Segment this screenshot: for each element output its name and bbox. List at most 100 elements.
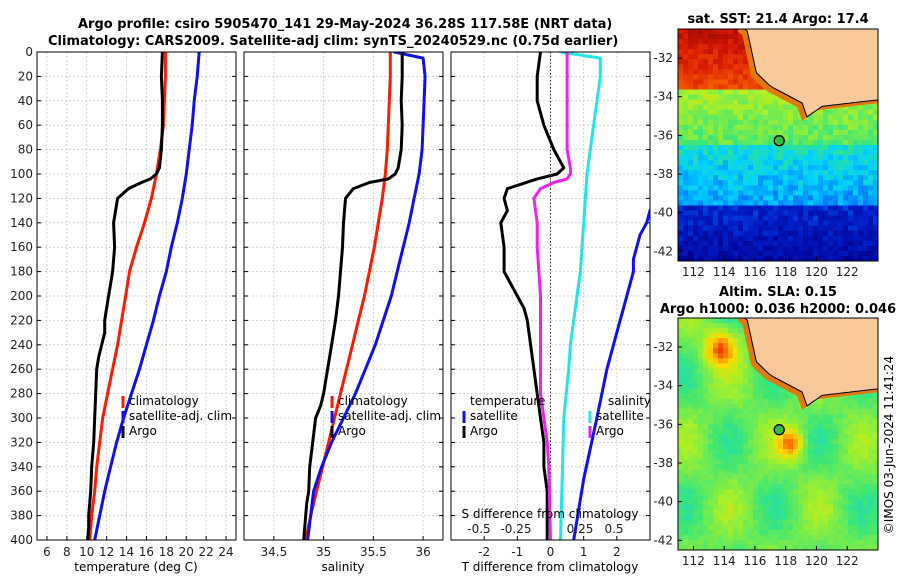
- map-lat-label: -32: [653, 51, 673, 65]
- map-cell: [763, 225, 769, 232]
- map-cell: [773, 509, 779, 516]
- map-cell: [788, 479, 794, 485]
- map-cell: [688, 454, 694, 460]
- map-cell: [683, 64, 689, 70]
- map-cell: [758, 235, 764, 242]
- map-cell: [703, 499, 709, 506]
- map-cell: [738, 44, 744, 50]
- map-cell: [683, 383, 689, 390]
- map-cell: [728, 109, 734, 116]
- map-cell: [793, 474, 799, 480]
- map-cell: [793, 423, 799, 430]
- map-cell: [678, 353, 684, 359]
- map-cell: [798, 413, 804, 420]
- map-cell: [708, 398, 714, 405]
- map-cell: [753, 170, 759, 176]
- map-cell: [693, 195, 699, 201]
- map-cell: [773, 230, 779, 237]
- map-cell: [758, 170, 764, 176]
- map-cell: [868, 544, 874, 550]
- map-cell: [763, 454, 769, 460]
- map-cell: [763, 529, 769, 536]
- map-cell: [698, 358, 704, 364]
- map-cell: [853, 464, 859, 470]
- map-cell: [853, 134, 859, 141]
- map-cell: [688, 373, 694, 379]
- map-cell: [703, 524, 709, 531]
- map-cell: [853, 418, 859, 425]
- map-cell: [808, 150, 814, 156]
- map-cell: [678, 64, 684, 70]
- map-cell: [798, 129, 804, 136]
- map-cell: [678, 403, 684, 410]
- map-cell: [678, 210, 684, 217]
- map-cell: [728, 145, 734, 151]
- map-cell: [728, 428, 734, 435]
- map-cell: [743, 434, 749, 440]
- map-cell: [763, 155, 769, 161]
- map-cell: [808, 220, 814, 227]
- map-cell: [753, 250, 759, 257]
- map-cell: [693, 64, 699, 70]
- map-cell: [718, 519, 724, 526]
- map-cell: [738, 519, 744, 526]
- map-cell: [698, 210, 704, 217]
- map-cell: [783, 119, 789, 126]
- map-cell: [683, 29, 689, 35]
- map-cell: [733, 428, 739, 435]
- map-cell: [688, 333, 694, 339]
- map-cell: [853, 504, 859, 511]
- map-cell: [868, 423, 874, 430]
- map-cell: [803, 514, 809, 521]
- map-cell: [738, 439, 744, 445]
- map-cell: [708, 403, 714, 410]
- map-cell: [753, 89, 759, 95]
- map-cell: [698, 74, 704, 80]
- map-cell: [723, 358, 729, 364]
- map-cell: [688, 240, 694, 247]
- map-cell: [698, 64, 704, 70]
- x-tick-label: 8: [63, 545, 71, 559]
- map-cell: [678, 185, 684, 191]
- map-cell: [753, 479, 759, 485]
- map-cell: [783, 99, 789, 106]
- map-cell: [848, 403, 854, 410]
- map-cell: [848, 484, 854, 490]
- map-cell: [863, 220, 869, 227]
- map-cell: [748, 150, 754, 156]
- map-cell: [708, 145, 714, 151]
- map-cell: [723, 69, 729, 75]
- map-cell: [808, 509, 814, 516]
- map-cell: [853, 170, 859, 176]
- map-cell: [683, 428, 689, 435]
- map-cell: [698, 474, 704, 480]
- map-cell: [803, 464, 809, 470]
- map-cell: [708, 129, 714, 136]
- map-cell: [693, 428, 699, 435]
- map-cell: [728, 469, 734, 475]
- map-cell: [738, 418, 744, 425]
- map-cell: [833, 423, 839, 430]
- map-cell: [678, 89, 684, 95]
- map-cell: [753, 180, 759, 186]
- map-cell: [873, 240, 878, 247]
- map-cell: [713, 318, 719, 324]
- map-cell: [768, 114, 774, 121]
- map-cell: [698, 449, 704, 455]
- map-cell: [768, 539, 774, 546]
- map-cell: [818, 509, 824, 516]
- map-cell: [773, 255, 779, 261]
- map-cell: [703, 459, 709, 465]
- map-cell: [733, 79, 739, 85]
- map-cell: [833, 539, 839, 546]
- map-cell: [783, 210, 789, 217]
- map-cell: [833, 428, 839, 435]
- map-cell: [838, 449, 844, 455]
- map-cell: [753, 175, 759, 181]
- map-cell: [803, 408, 809, 415]
- map-cell: [828, 499, 834, 506]
- map-cell: [773, 215, 779, 222]
- legend-header-temperature: temperature: [470, 394, 545, 408]
- map-cell: [853, 220, 859, 227]
- map-cell: [783, 454, 789, 460]
